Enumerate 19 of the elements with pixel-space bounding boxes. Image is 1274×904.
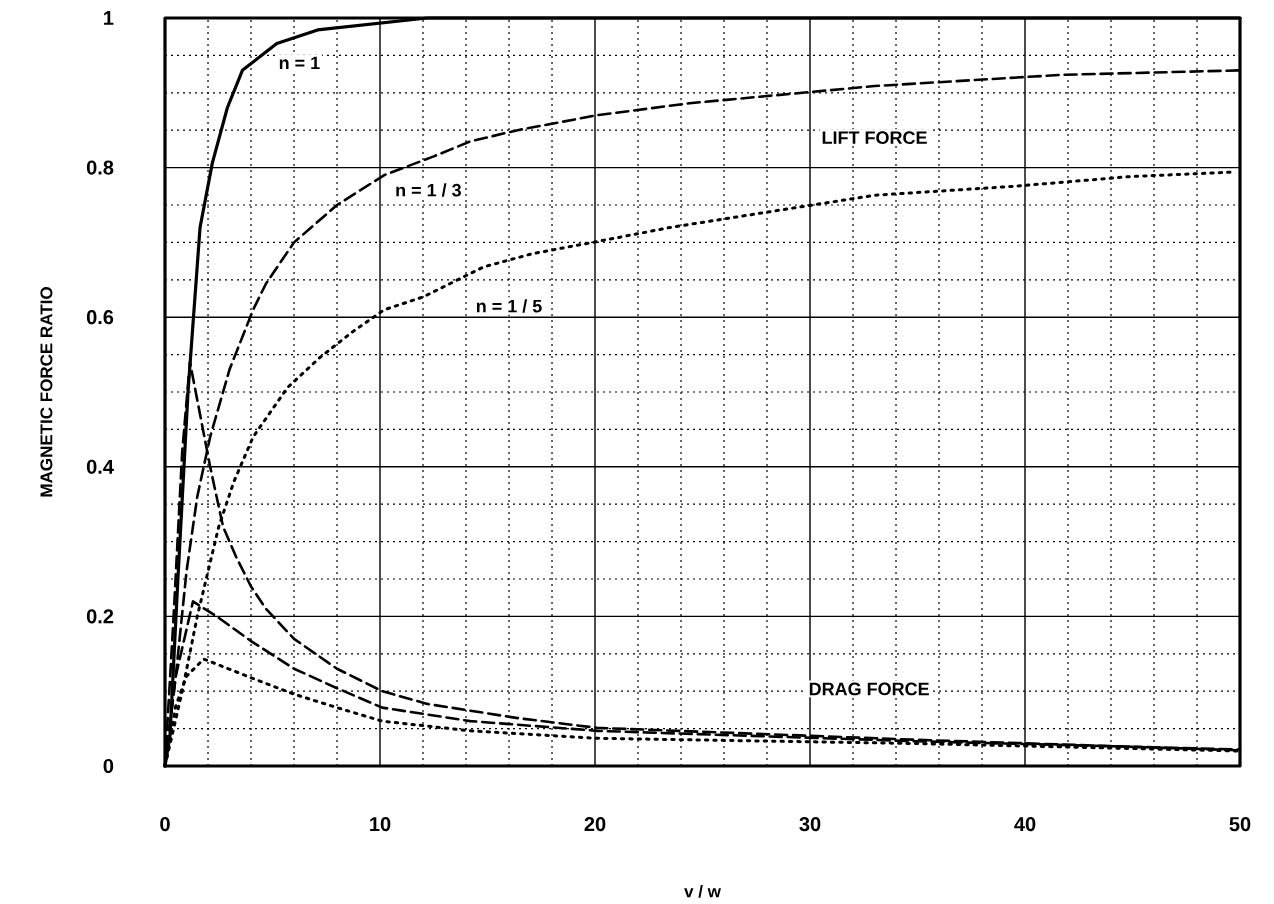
annotation: n = 1 — [279, 56, 320, 70]
x-tick-label: 10 — [370, 817, 391, 832]
y-tick-label: 0.6 — [86, 310, 114, 325]
y-tick-label: 1 — [104, 11, 114, 25]
annotation: DRAG FORCE — [809, 682, 929, 696]
annotation: n = 1 / 3 — [396, 183, 461, 197]
y-tick-label: 0.2 — [86, 609, 114, 624]
annotation: n = 1 / 5 — [476, 299, 542, 313]
x-axis-title: v / w — [684, 884, 721, 898]
x-tick-label: 50 — [1229, 817, 1251, 832]
x-tick-label: 20 — [584, 817, 606, 832]
y-tick-label: 0.8 — [86, 160, 114, 175]
x-tick-label: 40 — [1014, 817, 1036, 832]
y-tick-label: 0.4 — [86, 459, 114, 474]
y-axis-title: MAGNETIC FORCE RATIO — [40, 287, 53, 497]
y-tick-label: 0 — [103, 758, 114, 774]
x-tick-label: 30 — [799, 817, 821, 832]
x-tick-label: 0 — [160, 817, 170, 832]
annotation: LIFT FORCE — [822, 131, 927, 145]
